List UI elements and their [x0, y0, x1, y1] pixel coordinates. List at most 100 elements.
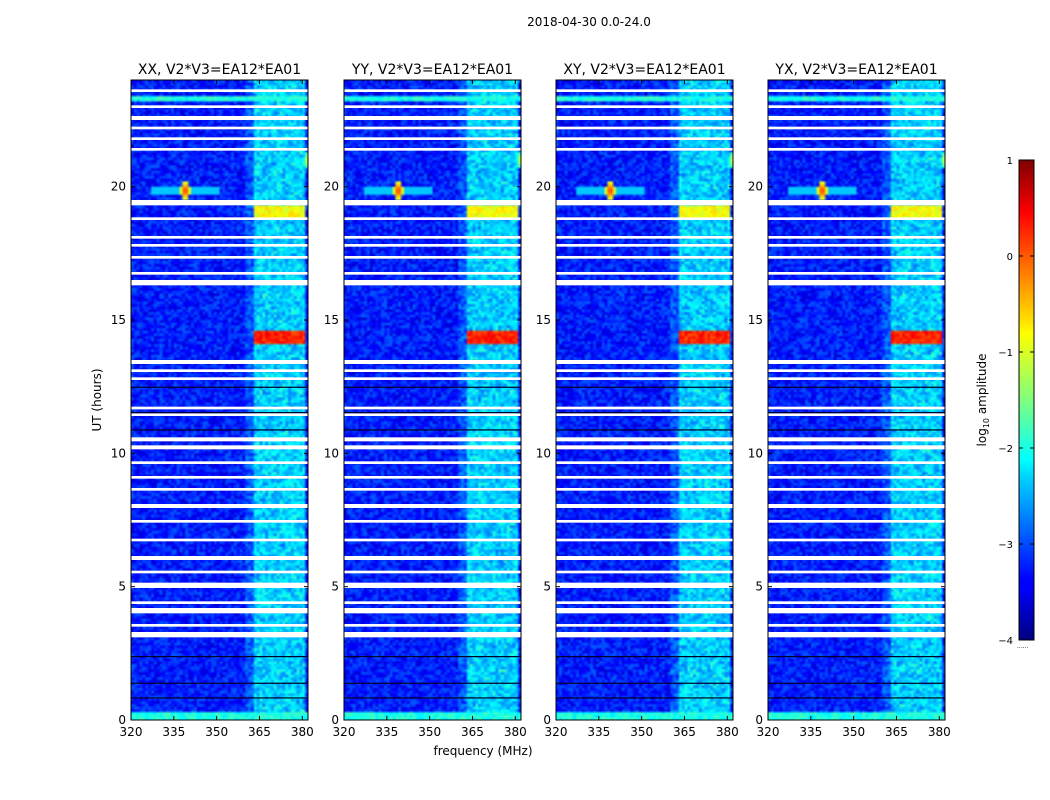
flagged-band [344, 504, 521, 508]
dark-line [131, 697, 308, 699]
x-tick-label: 335 [587, 725, 610, 739]
panel-yx: YX, V2*V3=EA12*EA01 320 335 350 365 380 0 5 10 15… [748, 62, 951, 739]
flagged-band [344, 256, 521, 259]
flagged-band [344, 369, 521, 372]
flagged-band [768, 126, 945, 130]
flagged-band [768, 148, 945, 151]
flagged-band [556, 369, 733, 372]
flagged-band [344, 236, 521, 239]
colorbar-tick-label: −3 [998, 540, 1013, 551]
flagged-band [556, 488, 733, 491]
y-tick-label: 0 [118, 713, 126, 727]
flagged-band [768, 582, 945, 588]
flagged-band [768, 200, 945, 206]
flagged-band [556, 608, 733, 614]
x-tick-label: 335 [375, 725, 398, 739]
flagged-band [131, 570, 308, 574]
flagged-band [344, 624, 521, 627]
flagged-band [768, 632, 945, 638]
dark-line [344, 656, 521, 658]
flagged-band [556, 200, 733, 206]
colorbar-label: log10 amplitude [975, 354, 991, 447]
x-tick-label: 350 [630, 725, 653, 739]
flagged-band [131, 369, 308, 372]
x-tick-label: 365 [248, 725, 271, 739]
flagged-band [131, 461, 308, 464]
y-tick-label: 15 [536, 313, 551, 327]
flagged-band [131, 582, 308, 588]
flagged-band [131, 488, 308, 491]
colorbar-extra-label: ...... [1017, 643, 1029, 650]
y-tick-label: 5 [118, 580, 126, 594]
x-tick-label: 365 [885, 725, 908, 739]
flagged-band [556, 437, 733, 442]
flagged-band [344, 445, 521, 450]
dark-line [344, 682, 521, 684]
flagged-band [768, 105, 945, 108]
flagged-band [556, 244, 733, 247]
flagged-band [131, 445, 308, 450]
x-tick-label: 350 [418, 725, 441, 739]
shared-xlabel: frequency (MHz) [433, 744, 532, 758]
dark-line [768, 412, 945, 414]
flagged-band [768, 608, 945, 614]
flagged-band [131, 256, 308, 259]
flagged-band [768, 360, 945, 364]
panel-xy: XY, V2*V3=EA12*EA01 320 335 350 365 380 0 5 10 15… [536, 62, 739, 739]
x-tick-label: 380 [504, 725, 527, 739]
dark-line [131, 656, 308, 658]
flagged-band [344, 538, 521, 542]
flagged-band [131, 476, 308, 479]
flagged-band [131, 280, 308, 286]
flagged-band [344, 632, 521, 638]
panel-title: XY, V2*V3=EA12*EA01 [563, 62, 725, 78]
flagged-band [344, 570, 521, 574]
dark-line [131, 682, 308, 684]
flagged-band [344, 244, 521, 247]
flagged-band [768, 601, 945, 604]
y-tick-label: 0 [755, 713, 763, 727]
flagged-band [556, 116, 733, 120]
flagged-band [131, 217, 308, 220]
x-tick-label: 335 [162, 725, 185, 739]
x-tick-label: 320 [333, 725, 356, 739]
flagged-band [556, 520, 733, 523]
flagged-band [556, 413, 733, 416]
y-tick-label: 20 [324, 180, 339, 194]
y-tick-label: 10 [536, 446, 551, 460]
flagged-band [344, 437, 521, 442]
flagged-band [556, 217, 733, 220]
dark-line [556, 697, 733, 699]
dark-line [768, 386, 945, 388]
flagged-band [556, 624, 733, 627]
flagged-band [131, 624, 308, 627]
flagged-band [556, 582, 733, 588]
x-tick-label: 380 [716, 725, 739, 739]
x-tick-label: 335 [799, 725, 822, 739]
flagged-band [556, 556, 733, 560]
flagged-band [131, 406, 308, 410]
flagged-band [556, 148, 733, 151]
flagged-band [768, 116, 945, 120]
flagged-band [344, 413, 521, 416]
flagged-band [344, 556, 521, 560]
flagged-band [344, 461, 521, 464]
flagged-band [556, 126, 733, 130]
y-tick-label: 20 [536, 180, 551, 194]
flagged-band [131, 608, 308, 614]
suptitle: 2018-04-30 0.0-24.0 [527, 15, 651, 29]
dark-line [556, 429, 733, 431]
x-tick-label: 320 [545, 725, 568, 739]
flagged-band [131, 148, 308, 151]
flagged-band [556, 538, 733, 542]
flagged-band [131, 272, 308, 275]
flagged-band [344, 89, 521, 92]
flagged-band [131, 126, 308, 130]
flagged-band [131, 601, 308, 604]
flagged-band [768, 244, 945, 247]
flagged-band [556, 476, 733, 479]
flagged-band [344, 582, 521, 588]
flagged-band [768, 256, 945, 259]
flagged-band [768, 377, 945, 380]
dark-line [556, 386, 733, 388]
